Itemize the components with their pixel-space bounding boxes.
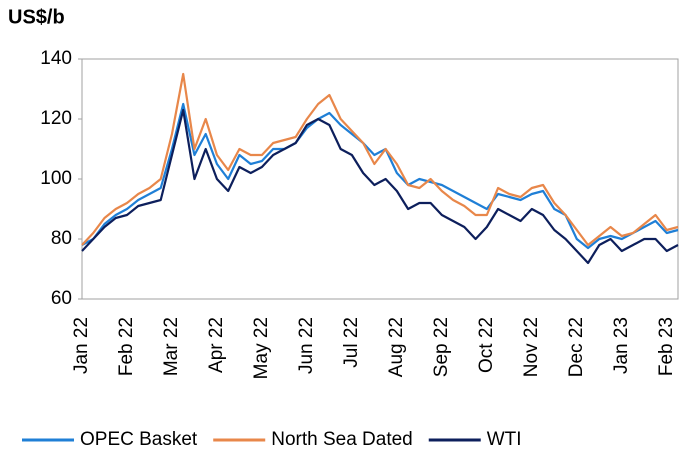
x-tick-label: Dec 22 <box>566 317 587 377</box>
legend-label: OPEC Basket <box>80 429 198 450</box>
x-tick-label: Mar 22 <box>161 317 182 376</box>
y-tick-label: 80 <box>51 228 72 249</box>
x-tick-label: Feb 22 <box>116 317 137 376</box>
x-tick-label: Jan 22 <box>71 317 92 374</box>
chart-title: US$/b <box>8 6 65 28</box>
series-line <box>81 108 679 265</box>
x-tick-label: Feb 23 <box>656 317 677 376</box>
legend-label: North Sea Dated <box>271 429 413 450</box>
x-tick-label: Oct 22 <box>476 317 497 373</box>
x-tick-label: Aug 22 <box>386 317 407 377</box>
x-tick-label: Sep 22 <box>431 317 452 377</box>
y-tick-label: 120 <box>40 108 72 129</box>
x-tick-label: Jan 23 <box>611 317 632 374</box>
x-tick-label: May 22 <box>251 317 272 379</box>
x-tick-label: Jun 22 <box>296 317 317 374</box>
x-tick-label: Nov 22 <box>521 317 542 377</box>
x-tick-label: Jul 22 <box>341 317 362 368</box>
y-tick-label: 140 <box>40 48 72 69</box>
legend-label: WTI <box>487 429 522 450</box>
y-tick-label: 60 <box>51 288 72 309</box>
series-line <box>81 72 679 247</box>
y-tick-label: 100 <box>40 168 72 189</box>
x-tick-label: Apr 22 <box>206 317 227 373</box>
series-line <box>81 102 679 250</box>
